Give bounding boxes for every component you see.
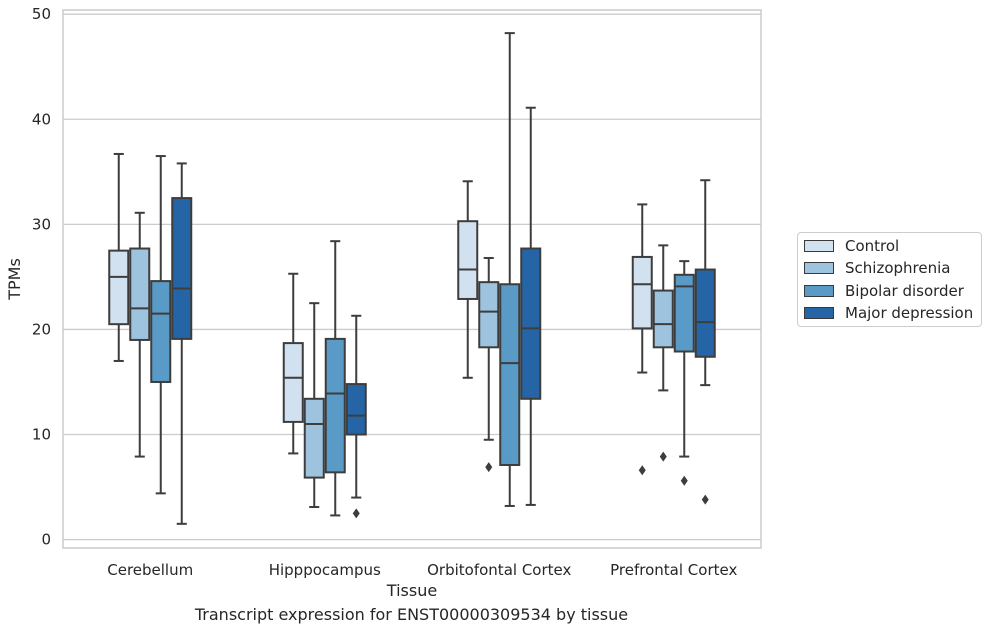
legend-label-major-depression: Major depression xyxy=(845,304,974,322)
box-prefrontal-cortex-control xyxy=(631,203,653,476)
box-iqr xyxy=(694,268,716,358)
box-cerebellum-bipolar-disorder xyxy=(150,155,172,495)
plot-area-frame xyxy=(62,9,762,549)
box-orbitofontal-cortex-major-depression xyxy=(520,106,542,506)
legend-label-bipolar-disorder: Bipolar disorder xyxy=(845,282,964,300)
legend: Control Schizophrenia Bipolar disorder M… xyxy=(797,232,982,327)
box-iqr xyxy=(673,273,695,353)
outlier-point xyxy=(659,451,667,462)
outlier-point xyxy=(485,462,493,473)
legend-swatch-major-depression xyxy=(804,307,834,319)
boxes xyxy=(108,32,716,525)
box-orbitofontal-cortex-control xyxy=(457,180,479,379)
box-iqr xyxy=(457,220,479,300)
box-hipppocampus-bipolar-disorder xyxy=(324,240,346,517)
box-cerebellum-control xyxy=(108,152,130,362)
legend-item-bipolar-disorder: Bipolar disorder xyxy=(804,281,964,301)
y-tick-label-50: 50 xyxy=(32,5,51,23)
box-iqr xyxy=(324,337,346,474)
outlier-point xyxy=(680,475,688,486)
legend-item-schizophrenia: Schizophrenia xyxy=(804,258,950,278)
legend-item-major-depression: Major depression xyxy=(804,303,973,323)
gridlines xyxy=(63,13,761,541)
y-tick-label-20: 20 xyxy=(32,320,51,338)
outlier-point xyxy=(352,508,360,519)
box-iqr xyxy=(499,283,521,466)
box-iqr xyxy=(108,249,130,326)
box-iqr xyxy=(520,247,542,400)
x-tick-label-prefrontal-cortex: Prefrontal Cortex xyxy=(610,561,737,579)
box-iqr xyxy=(652,289,674,349)
box-orbitofontal-cortex-bipolar-disorder xyxy=(499,32,521,507)
y-tick-label-30: 30 xyxy=(32,215,51,233)
box-prefrontal-cortex-bipolar-disorder xyxy=(673,260,695,486)
y-tick-label-0: 0 xyxy=(41,531,51,549)
legend-swatch-bipolar-disorder xyxy=(804,285,834,297)
box-cerebellum-schizophrenia xyxy=(129,211,151,458)
y-tick-label-10: 10 xyxy=(32,426,51,444)
outlier-point xyxy=(701,494,709,505)
box-iqr xyxy=(345,383,367,436)
box-orbitofontal-cortex-schizophrenia xyxy=(478,256,500,473)
legend-label-control: Control xyxy=(845,237,900,255)
x-tick-label-orbitofontal-cortex: Orbitofontal Cortex xyxy=(427,561,571,579)
legend-swatch-schizophrenia xyxy=(804,262,834,274)
box-iqr xyxy=(303,397,325,479)
box-iqr xyxy=(478,281,500,349)
outlier-point xyxy=(638,465,646,476)
legend-swatch-control xyxy=(804,240,834,252)
box-iqr xyxy=(129,247,151,341)
box-hipppocampus-major-depression xyxy=(345,314,367,519)
box-iqr xyxy=(171,197,193,340)
box-hipppocampus-control xyxy=(282,272,304,455)
box-iqr xyxy=(150,280,172,383)
legend-label-schizophrenia: Schizophrenia xyxy=(845,259,951,277)
chart-caption: Transcript expression for ENST0000030953… xyxy=(194,605,629,624)
box-iqr xyxy=(282,342,304,423)
x-axis-tick-labels: Cerebellum Hipppocampus Orbitofontal Corte… xyxy=(107,561,737,579)
box-hipppocampus-schizophrenia xyxy=(303,302,325,509)
legend-item-control: Control xyxy=(804,236,899,256)
y-tick-label-40: 40 xyxy=(32,110,51,128)
box-cerebellum-major-depression xyxy=(171,162,193,525)
y-axis-tick-labels: 0 10 20 30 40 50 xyxy=(32,5,51,548)
x-axis-title: Tissue xyxy=(386,581,437,600)
x-tick-label-hipppocampus: Hipppocampus xyxy=(269,561,381,579)
x-tick-label-cerebellum: Cerebellum xyxy=(107,561,193,579)
box-prefrontal-cortex-schizophrenia xyxy=(652,244,674,462)
y-axis-title: TPMs xyxy=(5,258,24,301)
box-prefrontal-cortex-major-depression xyxy=(694,179,716,505)
box-iqr xyxy=(631,255,653,330)
